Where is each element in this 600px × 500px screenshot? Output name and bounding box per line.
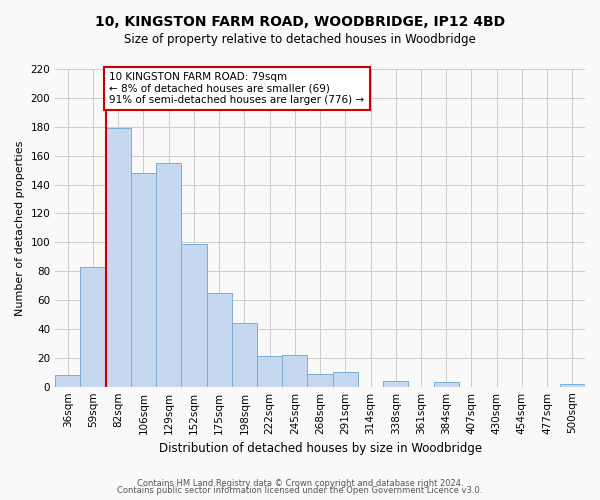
Bar xyxy=(307,374,332,386)
Bar xyxy=(434,382,459,386)
Bar xyxy=(257,356,282,386)
Text: Contains public sector information licensed under the Open Government Licence v3: Contains public sector information licen… xyxy=(118,486,482,495)
Bar xyxy=(106,128,131,386)
Bar xyxy=(332,372,358,386)
Bar xyxy=(131,173,156,386)
Text: Contains HM Land Registry data © Crown copyright and database right 2024.: Contains HM Land Registry data © Crown c… xyxy=(137,478,463,488)
Text: 10, KINGSTON FARM ROAD, WOODBRIDGE, IP12 4BD: 10, KINGSTON FARM ROAD, WOODBRIDGE, IP12… xyxy=(95,15,505,29)
Y-axis label: Number of detached properties: Number of detached properties xyxy=(15,140,25,316)
Bar xyxy=(232,323,257,386)
Bar xyxy=(80,267,106,386)
Text: 10 KINGSTON FARM ROAD: 79sqm
← 8% of detached houses are smaller (69)
91% of sem: 10 KINGSTON FARM ROAD: 79sqm ← 8% of det… xyxy=(109,72,365,105)
Bar xyxy=(560,384,585,386)
Bar xyxy=(156,163,181,386)
Bar xyxy=(282,355,307,386)
Text: Size of property relative to detached houses in Woodbridge: Size of property relative to detached ho… xyxy=(124,32,476,46)
Bar xyxy=(383,381,409,386)
Bar xyxy=(206,293,232,386)
Bar xyxy=(55,375,80,386)
X-axis label: Distribution of detached houses by size in Woodbridge: Distribution of detached houses by size … xyxy=(158,442,482,455)
Bar xyxy=(181,244,206,386)
